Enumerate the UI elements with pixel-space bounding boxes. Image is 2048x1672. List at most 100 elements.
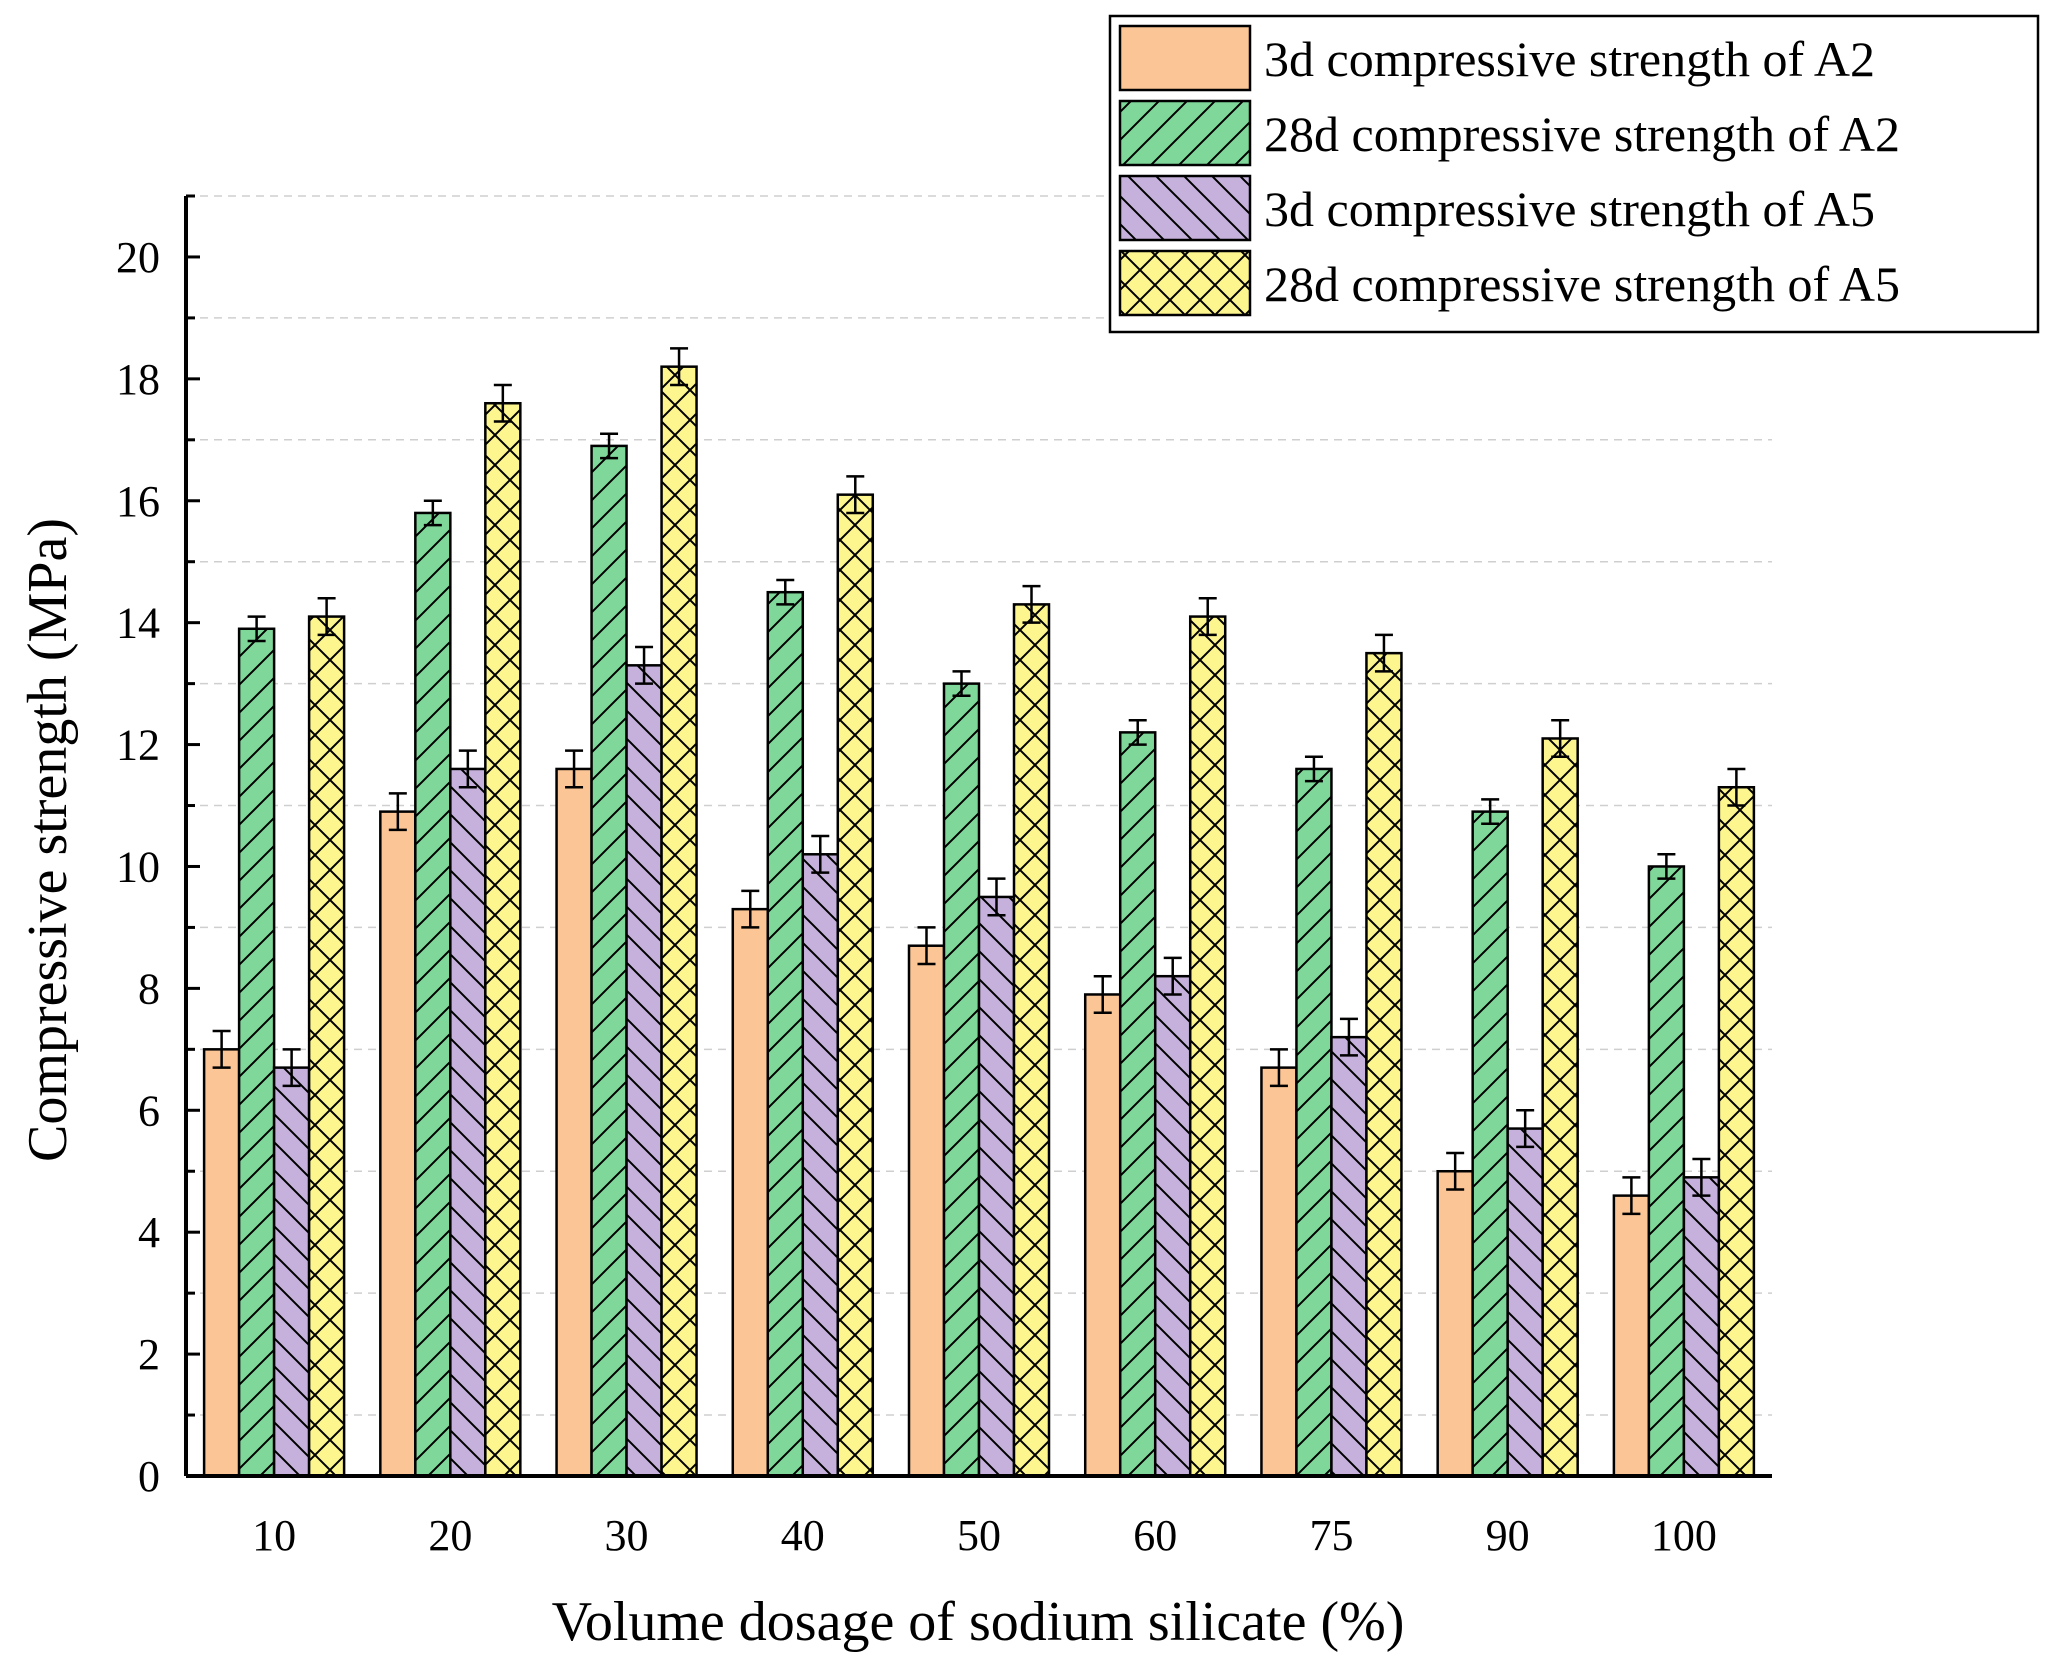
- legend-swatch: [1118, 24, 1252, 92]
- x-tick-label: 75: [1309, 1511, 1353, 1560]
- y-axis-title: Compressive strength (MPa): [17, 518, 79, 1162]
- bar-10-series-4: [307, 615, 346, 1478]
- error-bar: [811, 834, 830, 874]
- error-bar: [635, 645, 654, 685]
- x-tick-label: 90: [1486, 1511, 1530, 1560]
- bar-100-series-1: [1612, 1194, 1651, 1478]
- bar-90-series-2: [1471, 810, 1509, 1478]
- bar-60-series-2: [1118, 731, 1157, 1478]
- legend-label: 28d compressive strength of A2: [1264, 106, 1900, 162]
- y-tick-label: 6: [138, 1086, 160, 1135]
- bars: [202, 347, 1756, 1478]
- bar-60-series-3: [1153, 974, 1192, 1478]
- legend-swatch: [1118, 249, 1252, 317]
- bar-50-series-1: [907, 944, 946, 1478]
- error-bar: [917, 926, 936, 966]
- error-bar: [565, 749, 584, 789]
- legend-swatch: [1118, 174, 1252, 242]
- error-bar: [493, 383, 512, 423]
- error-bar: [212, 1029, 231, 1069]
- error-bar: [670, 347, 689, 387]
- error-bar: [1446, 1151, 1465, 1191]
- legend-label: 3d compressive strength of A2: [1264, 31, 1875, 87]
- error-bar: [458, 749, 477, 789]
- error-bar: [282, 1048, 301, 1088]
- bar-30-series-3: [625, 664, 663, 1478]
- error-bar: [1198, 597, 1217, 637]
- y-tick-label: 18: [116, 355, 160, 404]
- bar-100-series-2: [1647, 865, 1686, 1478]
- error-bar: [1374, 633, 1393, 673]
- y-tick-label: 20: [116, 233, 160, 282]
- bar-20-series-1: [379, 810, 417, 1478]
- x-axis-title: Volume dosage of sodium silicate (%): [552, 1591, 1405, 1653]
- error-bar: [1692, 1157, 1711, 1197]
- error-bar: [846, 475, 865, 515]
- legend: 3d compressive strength of A2 28d compres…: [1108, 14, 2040, 334]
- bar-75-series-2: [1295, 767, 1333, 1478]
- bar-75-series-3: [1330, 1035, 1368, 1478]
- bar-30-series-4: [660, 365, 698, 1478]
- y-tick-label: 12: [116, 721, 160, 770]
- error-bar: [388, 792, 407, 832]
- error-bar: [741, 889, 760, 929]
- x-tick-label: 60: [1133, 1511, 1177, 1560]
- bar-100-series-4: [1717, 785, 1756, 1478]
- error-bar: [1163, 956, 1182, 996]
- y-tick-label: 2: [138, 1330, 160, 1379]
- bar-10-series-3: [272, 1066, 311, 1478]
- x-tick-label: 100: [1651, 1511, 1717, 1560]
- error-bar: [1269, 1048, 1288, 1088]
- bar-60-series-1: [1083, 993, 1122, 1478]
- x-tick-label: 50: [957, 1511, 1001, 1560]
- x-tick-label: 10: [252, 1511, 296, 1560]
- x-tick-label: 40: [781, 1511, 825, 1560]
- error-bar: [1622, 1176, 1641, 1216]
- y-tick-label: 4: [138, 1208, 160, 1257]
- tick-labels: 0 2 4 6 8 10 12 14 16 18 20 10 20 30 40 50 60 75 90 100: [116, 233, 1717, 1560]
- error-bar: [317, 597, 336, 637]
- bar-10-series-1: [202, 1048, 241, 1478]
- bar-90-series-4: [1541, 737, 1579, 1478]
- error-bar: [1516, 1109, 1535, 1149]
- error-bar: [1339, 1017, 1358, 1057]
- error-bar: [987, 877, 1006, 917]
- x-tick-label: 30: [605, 1511, 649, 1560]
- bar-40-series-2: [766, 590, 805, 1478]
- bar-20-series-3: [449, 767, 487, 1478]
- y-tick-label: 8: [138, 964, 160, 1013]
- bar-40-series-4: [836, 493, 875, 1478]
- bar-50-series-4: [1012, 603, 1051, 1478]
- y-tick-label: 16: [116, 477, 160, 526]
- error-bar: [1551, 718, 1570, 759]
- bar-40-series-3: [801, 853, 840, 1478]
- bar-10-series-2: [237, 627, 276, 1478]
- bar-50-series-2: [942, 682, 981, 1478]
- error-bar: [1304, 755, 1323, 783]
- bar-90-series-1: [1436, 1169, 1474, 1478]
- error-bar: [952, 670, 971, 698]
- error-bar: [1481, 798, 1500, 826]
- bar-20-series-4: [484, 401, 522, 1478]
- error-bar: [1093, 974, 1112, 1015]
- error-bar: [1022, 584, 1041, 624]
- y-tick-label: 10: [116, 842, 160, 891]
- y-tick-label: 0: [138, 1452, 160, 1501]
- y-tick-label: 14: [116, 599, 160, 648]
- bar-90-series-3: [1506, 1127, 1544, 1478]
- x-tick-label: 20: [428, 1511, 472, 1560]
- legend-box: [1108, 14, 2040, 334]
- error-bar: [600, 432, 619, 460]
- bar-100-series-3: [1682, 1176, 1721, 1478]
- bar-50-series-3: [977, 895, 1016, 1478]
- bar-60-series-4: [1188, 615, 1227, 1478]
- bar-75-series-1: [1260, 1066, 1298, 1478]
- bar-40-series-1: [731, 907, 770, 1478]
- axes: [184, 194, 1772, 1478]
- error-bar: [776, 578, 795, 606]
- error-bar: [1128, 718, 1147, 746]
- bar-30-series-2: [590, 444, 628, 1478]
- error-bar: [1657, 853, 1676, 880]
